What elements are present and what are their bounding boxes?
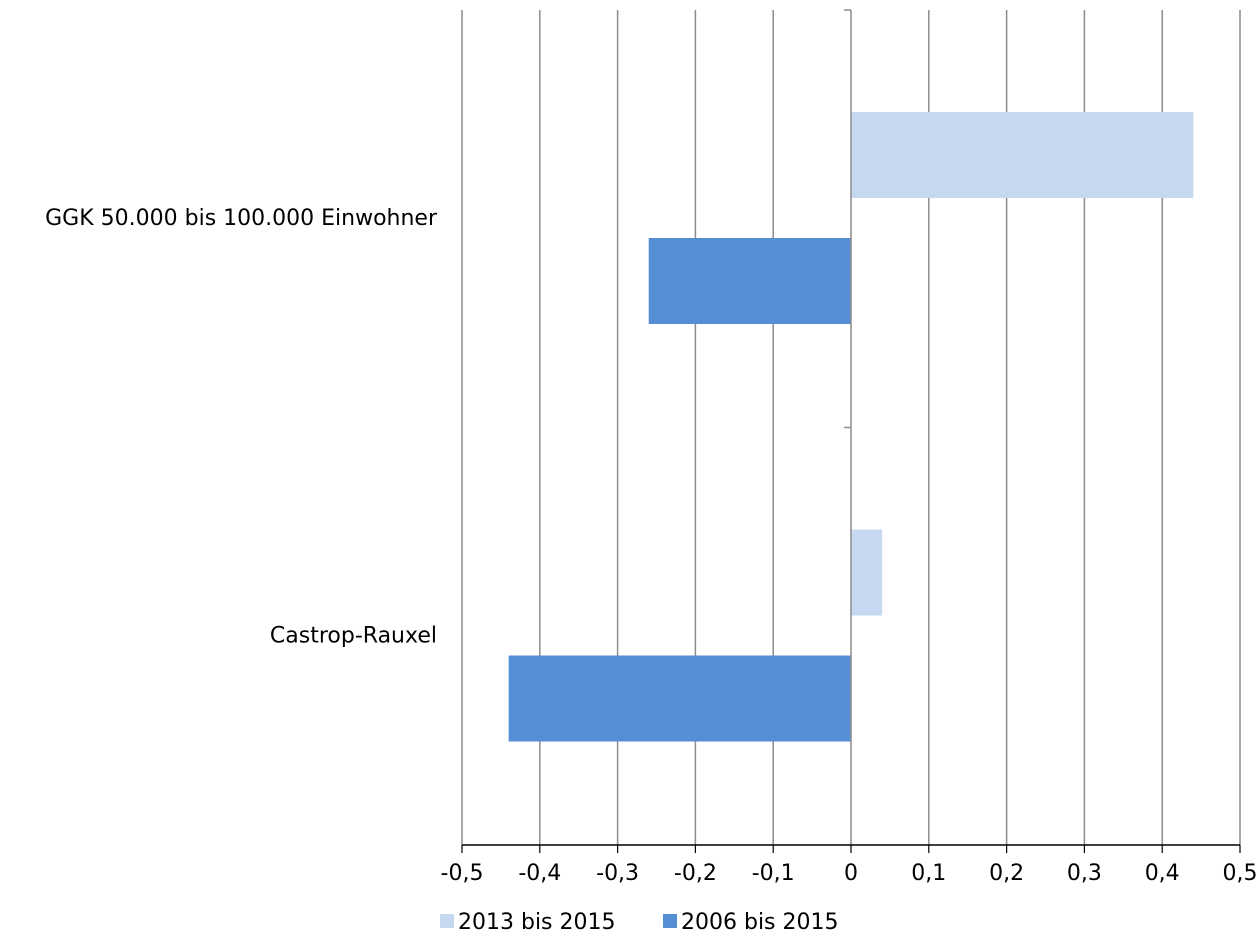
x-tick-labels: -0,5 -0,4 -0,3 -0,2 -0,1 0 0,1 0,2 0,3 0,4 0,5 [441, 861, 1258, 886]
x-tick-label: 0,5 [1223, 861, 1258, 886]
x-tick-label: -0,3 [596, 861, 639, 886]
x-tick-label: -0,2 [674, 861, 717, 886]
x-tick-label: -0,1 [752, 861, 795, 886]
x-tick-label: -0,4 [518, 861, 561, 886]
bar-series-2013-2015 [851, 112, 1194, 198]
axes [461, 9, 1241, 853]
x-tick-label: -0,5 [441, 861, 484, 886]
legend-label: 2006 bis 2015 [681, 910, 839, 935]
bar-series-2006-2015 [648, 238, 851, 324]
x-tick-label: 0,1 [911, 861, 946, 886]
category-label: Castrop-Rauxel [270, 624, 437, 649]
x-tick-label: 0,2 [989, 861, 1024, 886]
legend-swatch [440, 914, 454, 928]
bar-series-2013-2015 [851, 529, 883, 616]
category-label: GGK 50.000 bis 100.000 Einwohner [45, 206, 438, 231]
legend-label: 2013 bis 2015 [458, 910, 616, 935]
x-tick-label: 0,4 [1145, 861, 1180, 886]
bar-series-2006-2015 [508, 655, 851, 742]
category-labels: GGK 50.000 bis 100.000 Einwohner Castrop-… [45, 206, 438, 649]
legend: 2013 bis 2015 2006 bis 2015 [440, 910, 839, 935]
x-tick-label: 0 [844, 861, 858, 886]
bars [508, 112, 1194, 742]
x-tick-label: 0,3 [1067, 861, 1102, 886]
legend-swatch [663, 914, 677, 928]
